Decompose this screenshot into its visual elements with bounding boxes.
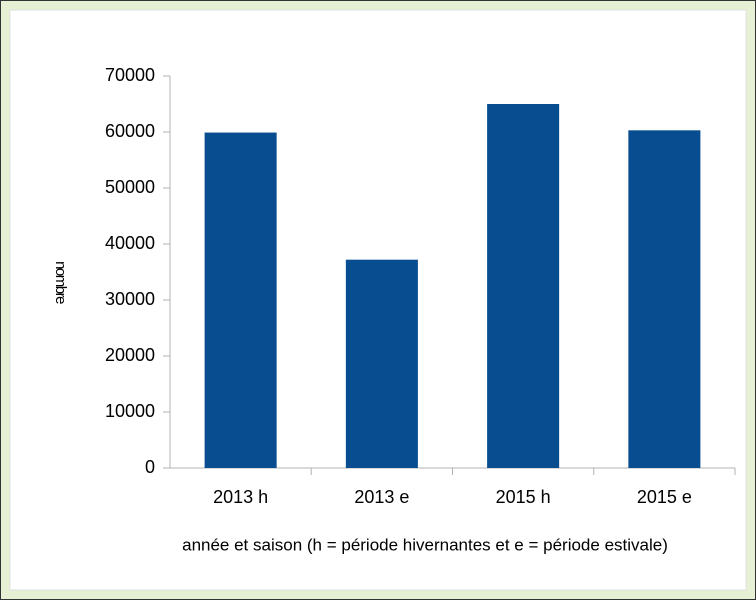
bar <box>487 104 560 468</box>
x-axis-label: année et saison (h = période hivernantes… <box>182 535 668 554</box>
y-tick-label: 10000 <box>105 401 155 421</box>
x-tick-label: 2013 h <box>213 487 268 507</box>
y-axis-label: nombre <box>52 261 69 304</box>
x-tick-label: 2013 e <box>354 487 409 507</box>
y-tick-label: 40000 <box>105 233 155 253</box>
y-tick-label: 60000 <box>105 121 155 141</box>
bar <box>628 130 701 468</box>
x-tick-label: 2015 e <box>637 487 692 507</box>
bar <box>345 259 418 468</box>
y-tick-label: 50000 <box>105 177 155 197</box>
y-tick-label: 70000 <box>105 65 155 85</box>
y-tick-label: 0 <box>145 457 155 477</box>
y-tick-label: 30000 <box>105 289 155 309</box>
bar <box>204 132 277 468</box>
x-tick-label: 2015 h <box>496 487 551 507</box>
y-tick-label: 20000 <box>105 345 155 365</box>
